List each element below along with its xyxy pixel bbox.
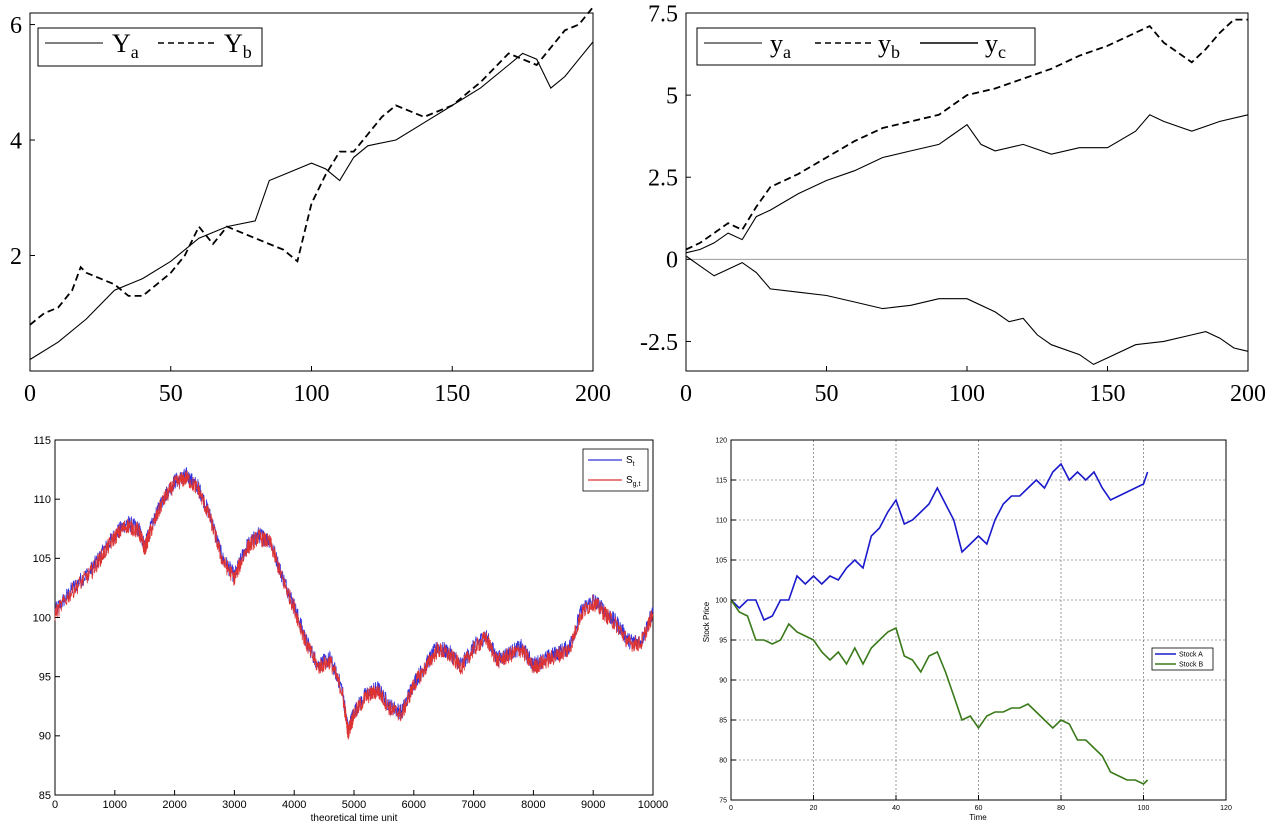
plot-frame: [685, 12, 1249, 372]
y-tick-label: -2.5: [640, 330, 678, 356]
x-tick-label: 50: [815, 381, 839, 407]
x-tick-label: 60: [975, 805, 983, 812]
y-tick-label: 2: [10, 244, 22, 270]
y-tick-label: 90: [39, 731, 51, 743]
x-tick-label: 50: [159, 381, 183, 407]
y-tick-label: 110: [716, 517, 727, 524]
x-tick-label: 120: [1220, 805, 1232, 812]
x-tick-label: 200: [1230, 381, 1266, 407]
y-tick-label: 6: [10, 13, 22, 39]
x-tick-label: 4000: [282, 799, 306, 811]
legend-label-yb: yb: [878, 29, 900, 62]
legend: St Sg,t: [582, 448, 649, 492]
panel-bottom-left: 0 1000 2000 3000 4000 5000 6000 7000 8000 9000 100…: [33, 435, 669, 824]
plot-frame: [29, 12, 594, 372]
y-tick-label: 95: [39, 672, 51, 684]
y-tick-label: 115: [716, 477, 727, 484]
x-tick-label: 9000: [581, 799, 605, 811]
x-tick-label: 1000: [103, 799, 127, 811]
y-tick-label: 100: [33, 612, 51, 624]
legend-label-ya: Ya: [112, 29, 139, 62]
y-tick-label: 115: [33, 435, 51, 447]
y-axis-label: Stock Price: [702, 601, 711, 642]
y-tick-label: 2.5: [648, 166, 678, 192]
y-tick-label: 95: [719, 637, 727, 644]
x-tick-label: 0: [729, 805, 733, 812]
y-tick-label: 80: [719, 757, 727, 764]
series-line-yb: [685, 18, 1248, 251]
y-tick-label: 110: [33, 494, 51, 506]
x-tick-label: 0: [680, 381, 692, 407]
legend-label-stock-b: Stock B: [1179, 662, 1203, 669]
x-tick-label: 8000: [521, 799, 545, 811]
legend-label-ya: ya: [770, 29, 791, 62]
x-tick-label: 7000: [461, 799, 485, 811]
x-axis-label: Time: [969, 813, 987, 822]
x-tick-label: 200: [575, 381, 611, 407]
series-line-s-t: [54, 467, 654, 734]
y-tick-label: 105: [33, 553, 51, 565]
x-tick-label: 100: [949, 381, 985, 407]
series-line-s-g-t: [54, 470, 654, 740]
series-line-yc: [685, 255, 1249, 366]
legend-label-stock-a: Stock A: [1179, 652, 1203, 659]
series-line-ya: [685, 114, 1249, 254]
x-tick-label: 5000: [342, 799, 366, 811]
x-tick-label: 150: [434, 381, 470, 407]
x-tick-label: 150: [1090, 381, 1126, 407]
series-line-stock-b: [730, 599, 1149, 785]
legend: Ya Yb: [37, 27, 263, 67]
y-tick-label: 0: [666, 248, 678, 274]
panel-bottom-right: 0 20 40 60 80 100 120 75 80 85 90 95 100 105 110 115 120…: [702, 437, 1232, 822]
y-tick-label: 105: [715, 557, 727, 564]
legend-label-yb: Yb: [224, 29, 252, 62]
y-tick-label: 85: [719, 717, 727, 724]
y-tick-label: 7.5: [648, 1, 678, 27]
y-tick-label: 100: [715, 597, 727, 604]
x-tick-label: 100: [1138, 805, 1150, 812]
y-tick-label: 90: [719, 677, 727, 684]
y-tick-label: 4: [10, 128, 22, 154]
x-tick-label: 6000: [402, 799, 426, 811]
x-tick-label: 80: [1057, 805, 1065, 812]
legend-label-yc: yc: [985, 29, 1006, 62]
legend-label-st: St: [626, 455, 635, 468]
y-tick-label: 120: [715, 437, 727, 444]
y-tick-label: 75: [719, 797, 727, 804]
x-tick-label: 10000: [638, 799, 669, 811]
x-tick-label: 100: [294, 381, 330, 407]
x-tick-label: 3000: [222, 799, 246, 811]
panel-top-left: 0 50 100 150 200 2 4 6 Ya Yb: [10, 6, 611, 407]
x-tick-label: 0: [52, 799, 58, 811]
series-line-stock-a: [730, 462, 1149, 622]
series-line-ya: [29, 41, 594, 360]
y-tick-label: 5: [666, 84, 678, 110]
y-tick-label: 85: [39, 790, 51, 802]
plot-frame: [54, 439, 654, 796]
x-axis-label: theoretical time unit: [311, 813, 398, 824]
panel-top-right: 0 50 100 150 200-2.502.557.5 ya yb yc: [640, 1, 1266, 407]
x-tick-label: 0: [24, 381, 36, 407]
x-tick-label: 20: [810, 805, 818, 812]
legend: Stock A Stock B: [1151, 647, 1214, 671]
x-tick-label: 2000: [162, 799, 186, 811]
legend: ya yb yc: [696, 27, 1036, 66]
x-tick-label: 40: [892, 805, 900, 812]
series-line-yb: [29, 6, 594, 326]
